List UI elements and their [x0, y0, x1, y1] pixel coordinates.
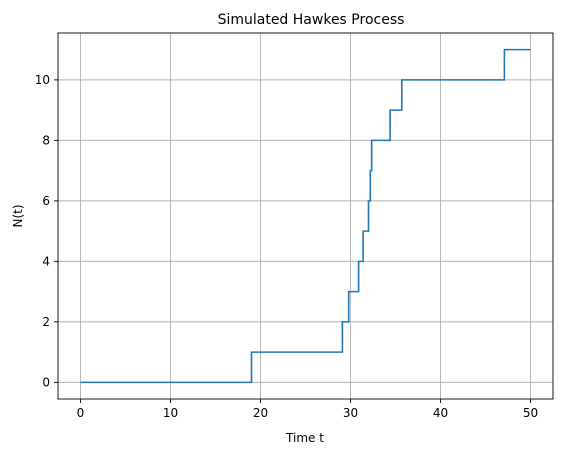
- y-tick-label-3: 6: [42, 194, 50, 208]
- grid: [58, 33, 553, 399]
- x-axis-ticks: 0 10 20 30 40 50: [77, 399, 538, 420]
- series-line-0: [80, 48, 531, 384]
- y-tick-label-1: 2: [42, 315, 50, 329]
- y-tick-label-5: 10: [35, 73, 50, 87]
- x-tick-label-0: 0: [77, 406, 85, 420]
- y-axis-ticks: 0 2 4 6 8 10: [35, 73, 58, 389]
- x-tick-label-1: 10: [163, 406, 178, 420]
- y-tick-label-2: 4: [42, 254, 50, 268]
- x-tick-label-2: 20: [253, 406, 268, 420]
- x-tick-label-3: 30: [343, 406, 358, 420]
- y-tick-label-0: 0: [42, 375, 50, 389]
- x-tick-label-4: 40: [433, 406, 448, 420]
- x-tick-label-5: 50: [523, 406, 538, 420]
- series-layer: [80, 48, 531, 384]
- y-tick-label-4: 8: [42, 133, 50, 147]
- plot-frame: [57, 32, 554, 400]
- chart-title: Simulated Hawkes Process: [218, 12, 405, 28]
- x-axis-label: Time t: [285, 431, 324, 445]
- y-axis-label: N(t): [11, 204, 25, 227]
